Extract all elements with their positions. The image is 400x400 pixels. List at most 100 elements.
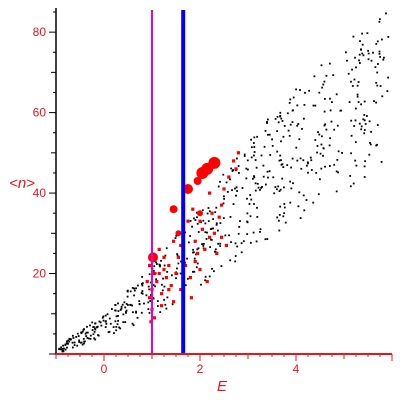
- black-point: [253, 151, 256, 153]
- black-point: [279, 154, 282, 157]
- black-point: [208, 275, 211, 278]
- black-point: [102, 315, 105, 318]
- black-point: [302, 194, 305, 197]
- black-point: [200, 283, 202, 286]
- black-point: [131, 287, 134, 289]
- red-point: [157, 271, 161, 276]
- black-point: [188, 241, 190, 244]
- black-point: [276, 216, 279, 219]
- black-point: [223, 197, 225, 200]
- black-point: [296, 124, 299, 127]
- red-point: [191, 207, 195, 211]
- black-point: [322, 154, 324, 157]
- black-point: [67, 342, 69, 345]
- black-point: [175, 235, 178, 237]
- black-point: [335, 190, 338, 193]
- black-point: [112, 326, 115, 328]
- black-point: [246, 212, 249, 215]
- black-point: [307, 162, 309, 165]
- axes: [55, 8, 392, 355]
- black-point: [85, 331, 88, 334]
- black-point: [364, 123, 367, 125]
- black-point: [152, 297, 155, 300]
- red-point: [193, 259, 197, 264]
- black-point: [374, 66, 377, 68]
- black-point: [277, 185, 280, 188]
- black-point: [132, 324, 135, 327]
- black-point: [309, 156, 312, 159]
- black-point: [85, 335, 88, 337]
- black-point: [161, 289, 164, 292]
- black-point: [350, 80, 352, 83]
- black-point: [202, 245, 205, 247]
- black-point: [202, 219, 205, 222]
- black-point: [115, 329, 118, 332]
- red-point: [203, 247, 207, 251]
- black-point: [219, 180, 221, 183]
- black-point: [159, 264, 161, 267]
- black-point: [292, 109, 294, 112]
- black-point: [163, 298, 165, 301]
- black-point: [266, 121, 268, 123]
- black-point: [117, 320, 119, 322]
- black-point: [64, 348, 67, 351]
- black-point: [226, 191, 229, 193]
- black-point: [323, 124, 326, 127]
- red-point-large: [197, 210, 203, 217]
- black-point: [376, 84, 379, 87]
- black-point: [331, 101, 333, 103]
- black-point: [155, 261, 157, 264]
- black-point: [325, 128, 328, 131]
- black-point: [159, 311, 162, 313]
- black-point: [240, 251, 243, 254]
- black-point: [283, 206, 286, 209]
- x-axis-label: E: [217, 378, 228, 395]
- black-point: [246, 197, 248, 200]
- y-tick-label: 60: [33, 106, 47, 120]
- black-point: [385, 12, 387, 15]
- black-point: [123, 301, 126, 304]
- black-point: [163, 264, 166, 267]
- black-point: [283, 212, 286, 215]
- black-point: [206, 212, 209, 215]
- black-point: [136, 316, 139, 319]
- black-point: [62, 344, 64, 347]
- black-point: [339, 109, 342, 112]
- black-point: [375, 43, 378, 45]
- black-point: [78, 341, 81, 343]
- black-point: [122, 321, 125, 323]
- black-point: [368, 120, 371, 123]
- black-point: [73, 344, 76, 346]
- black-point: [380, 161, 383, 163]
- black-point: [242, 240, 245, 243]
- black-point: [207, 207, 210, 209]
- black-point: [361, 52, 364, 55]
- black-point: [66, 340, 68, 343]
- black-point: [332, 74, 335, 76]
- black-point: [68, 338, 71, 340]
- black-point: [281, 120, 284, 122]
- black-point: [255, 240, 258, 243]
- red-point-large: [175, 230, 182, 237]
- black-point: [59, 348, 62, 351]
- black-point: [225, 181, 228, 184]
- black-point: [364, 160, 366, 163]
- black-point: [120, 305, 123, 308]
- black-point: [278, 214, 281, 216]
- black-point: [245, 167, 248, 170]
- black-point: [231, 170, 234, 172]
- black-point: [302, 159, 305, 162]
- black-point: [171, 274, 173, 277]
- red-point: [234, 167, 238, 171]
- black-point: [116, 323, 119, 326]
- black-point: [117, 302, 119, 305]
- black-points: [58, 12, 390, 353]
- red-point: [232, 159, 236, 163]
- black-point: [299, 157, 302, 160]
- red-point: [198, 219, 202, 223]
- black-point: [280, 117, 283, 120]
- black-point: [278, 229, 281, 232]
- black-point: [283, 203, 286, 205]
- black-point: [298, 191, 301, 194]
- black-point: [193, 270, 196, 273]
